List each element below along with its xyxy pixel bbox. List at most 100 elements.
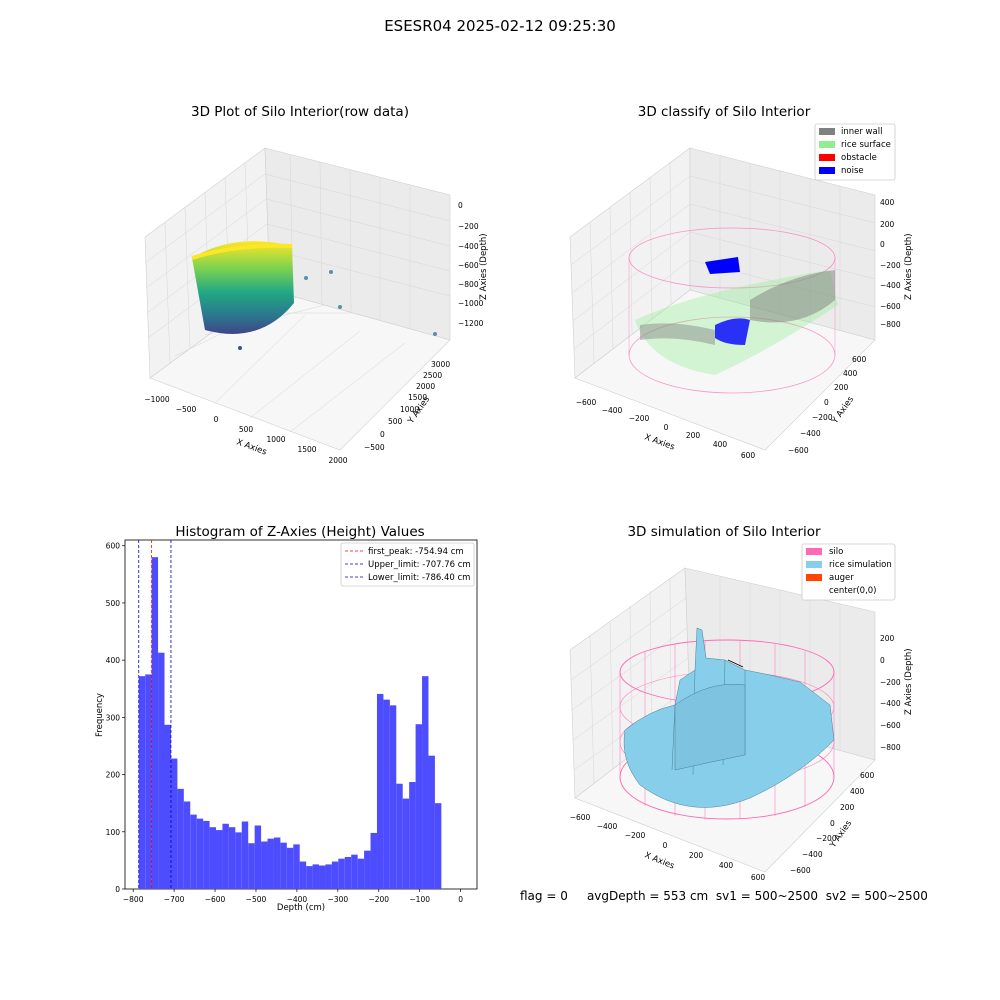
plot4-grid: [570, 576, 841, 785]
legend-label: center(0,0): [829, 586, 877, 596]
plot2-z-label: Z Axies (Depth): [904, 233, 914, 300]
histogram-bar: [151, 557, 159, 889]
status-footer: flag = 0 avgDepth = 553 cm sv1 = 500~250…: [520, 889, 928, 903]
plot2-y-ticks: −600 −400 −200 0 200 400 600: [788, 355, 867, 455]
histogram-bar: [190, 814, 197, 889]
plot2-z-tick: 400: [880, 198, 895, 207]
legend-label: rice simulation: [829, 560, 892, 570]
legend-label: rice surface: [841, 140, 891, 150]
plot4-title: 3D simulation of Silo Interior: [627, 524, 821, 540]
plot1-z-tick: 0: [458, 201, 463, 210]
plot2-y-tick: 400: [843, 369, 858, 378]
histogram-bar: [299, 861, 307, 889]
plot4-x-tick: 0: [663, 841, 668, 850]
histogram-bar: [261, 841, 268, 889]
histogram-bar: [409, 782, 416, 889]
plot2-z-tick: −600: [880, 302, 901, 311]
plot2-noise-cluster: [715, 318, 750, 345]
histogram-bar: [325, 864, 332, 889]
plot2-x-tick: −400: [602, 406, 623, 415]
plot3-x-tick: −700: [164, 895, 185, 904]
plot4-z-ticks: 200 0 −200 −400 −600 −800: [880, 634, 901, 752]
plot2-x-label: X Axies: [643, 432, 676, 452]
plot1-x-tick: 0: [214, 415, 219, 424]
histogram-bar: [267, 838, 274, 889]
histogram-bar: [422, 676, 429, 889]
histogram-bar: [434, 803, 442, 889]
legend-label: first_peak: -754.94 cm: [368, 547, 464, 557]
plot3-y-tick: 100: [106, 828, 121, 837]
plot4-z-tick: −400: [880, 699, 901, 708]
plot1-y-tick: 0: [380, 430, 385, 439]
plot2-inner-wall: [640, 323, 715, 345]
plot2-z-tick: −200: [880, 261, 901, 270]
plot3-y-tick: 300: [106, 713, 121, 722]
plot4-z-tick: 200: [880, 634, 895, 643]
plot1-x-tick: 500: [239, 425, 254, 434]
plot1-x-ticks: −1000 −500 0 500 1000 1500 2000: [144, 395, 347, 465]
plot2-inner-wall: [750, 270, 835, 323]
plot2-x-tick: 400: [713, 440, 728, 449]
plot4-y-tick: 600: [860, 771, 875, 780]
plot2-y-tick: 0: [824, 398, 829, 407]
legend-label: silo: [829, 547, 843, 557]
legend-label: auger: [829, 573, 854, 583]
plot4-y-ticks: −600 −400 −200 0 200 400 600: [790, 771, 875, 875]
histogram-bar: [351, 854, 358, 889]
histogram-bar: [254, 825, 262, 889]
histogram-bar: [383, 699, 390, 889]
plot2-z-ticks: 400 200 0 −200 −400 −600 −800: [880, 198, 901, 329]
histogram-bar: [228, 827, 236, 889]
legend-label: noise: [841, 166, 864, 176]
histogram-bar: [389, 705, 397, 889]
plot2-y-label: Y Axies: [830, 394, 857, 426]
plot3-x-tick: −200: [368, 895, 389, 904]
figure-title: ESESR04 2025-02-12 09:25:30: [384, 17, 616, 35]
plot1-z-ticks: 0 −200 −400 −600 −800 −1000 −1200: [458, 201, 484, 328]
plot1-y-tick: −500: [364, 443, 385, 452]
plot1-outlier-point: [238, 346, 242, 350]
legend-swatch-rice-surface: [819, 141, 835, 148]
plot1-y-tick: 3000: [431, 360, 450, 369]
plot3-x-tick: −100: [409, 895, 430, 904]
plot3-x-tick: −600: [205, 895, 226, 904]
legend-label: obstacle: [841, 153, 877, 163]
plot2-noise-cluster: [705, 257, 740, 274]
plot3-x-label: Depth (cm): [277, 903, 325, 913]
plot2-y-tick: 600: [852, 355, 867, 364]
plot1-outlier-point: [329, 270, 333, 274]
plot3-title: Histogram of Z-Axies (Height) Values: [175, 524, 425, 540]
plot3-x-tick: −300: [328, 895, 349, 904]
plot2-x-tick: 0: [664, 423, 669, 432]
plot3-histogram: 0 100 200 300 400 500 600 −800 −700 −600…: [95, 539, 478, 913]
plot3-x-tick: 0: [458, 895, 463, 904]
plot1-outlier-point: [304, 276, 308, 280]
plot2-x-tick: 200: [686, 431, 701, 440]
legend-label: Lower_limit: -786.40 cm: [368, 573, 470, 583]
histogram-bar: [164, 724, 171, 889]
histogram-bar: [209, 827, 217, 889]
histogram-bar: [183, 801, 191, 889]
histogram-bar: [280, 842, 287, 889]
histogram-bar: [376, 693, 384, 889]
plot1-z-label: Z Axies (Depth): [479, 233, 489, 300]
plot4-x-label: X Axies: [643, 851, 676, 872]
plot2-y-tick: 200: [834, 383, 849, 392]
plot3-y-tick: 400: [106, 656, 121, 665]
plot4-z-label: Z Axies (Depth): [904, 648, 914, 715]
histogram-bar: [177, 788, 184, 889]
legend-label: inner wall: [841, 127, 882, 137]
plot2-z-tick: 200: [880, 220, 895, 229]
histogram-bar: [248, 843, 255, 889]
plot1-outlier-point: [433, 332, 437, 336]
plot1-y-tick: 1000: [400, 405, 419, 414]
histogram-bar: [370, 832, 377, 889]
histogram-bar: [138, 676, 146, 889]
plot1-y-ticks: −500 0 500 1000 1500 2000 2500 3000: [364, 360, 450, 452]
plot4-z-tick: 0: [880, 656, 885, 665]
plot2-x-tick: −200: [629, 414, 650, 423]
flag-readout: flag = 0: [520, 889, 568, 903]
plot2-x-ticks: −600 −400 −200 0 200 400 600: [576, 398, 756, 460]
plot4-y-tick: −200: [816, 834, 837, 843]
plot1-x-tick: 1000: [266, 435, 285, 444]
